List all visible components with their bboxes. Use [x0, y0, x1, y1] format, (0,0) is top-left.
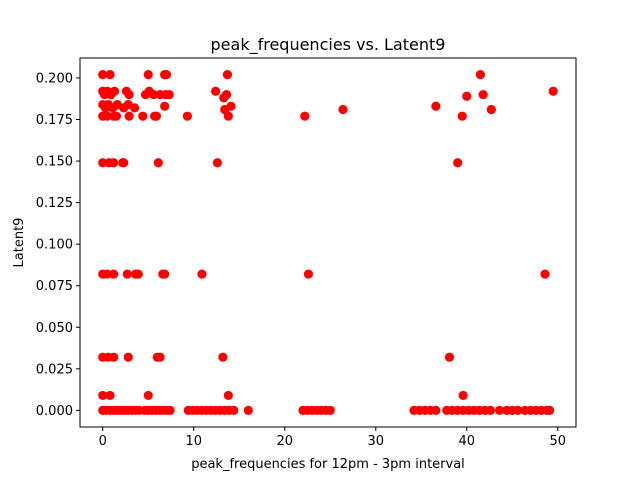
x-tick-label: 40 [459, 434, 476, 449]
data-point [475, 70, 486, 80]
data-point [457, 111, 467, 121]
data-point [303, 269, 314, 279]
data-point [130, 103, 140, 113]
data-point [548, 86, 558, 96]
data-point [161, 70, 172, 80]
data-point [444, 352, 455, 362]
data-point [123, 352, 133, 362]
y-tick-label: 0.025 [36, 362, 73, 377]
data-point [540, 269, 550, 279]
data-point [109, 269, 119, 279]
data-point [109, 352, 119, 362]
data-point [545, 405, 555, 415]
data-point [182, 111, 192, 121]
chart-title: peak_frequencies vs. Latent9 [211, 35, 446, 55]
data-point [226, 101, 236, 111]
x-axis-label: peak_frequencies for 12pm - 3pm interval [191, 457, 465, 472]
data-point [122, 269, 132, 279]
y-axis-label: Latent9 [12, 218, 27, 268]
data-point [143, 70, 153, 80]
data-point [218, 352, 228, 362]
data-point [105, 390, 115, 401]
y-tick-label: 0.100 [36, 238, 73, 253]
data-point [153, 158, 163, 168]
x-tick-label: 0 [99, 434, 107, 449]
plot-frame [79, 57, 577, 428]
y-tick-label: 0.050 [36, 321, 73, 336]
data-point [485, 405, 496, 415]
data-point [151, 111, 162, 121]
data-point [221, 89, 232, 100]
data-point [138, 111, 148, 121]
y-tick-label: 0.175 [36, 113, 73, 128]
data-point [223, 111, 233, 121]
data-point [143, 390, 153, 401]
data-point [222, 70, 233, 80]
y-tick-label: 0.000 [36, 404, 73, 419]
data-point [453, 158, 463, 168]
data-point [462, 91, 472, 101]
data-point [160, 269, 170, 279]
y-tick-label: 0.150 [36, 155, 73, 170]
data-point [109, 86, 120, 96]
data-point [431, 101, 441, 111]
data-point [494, 405, 505, 415]
data-point [119, 158, 129, 168]
data-point [160, 101, 170, 111]
data-point [98, 390, 108, 401]
data-point [325, 405, 335, 415]
data-point [165, 405, 175, 415]
data-point [211, 86, 221, 96]
x-tick-label: 30 [368, 434, 385, 449]
y-axis-ticks: 0.000 0.025 0.050 0.075 0.100 0.125 0.150 0.175… [36, 71, 80, 419]
data-point [124, 111, 134, 121]
data-point [98, 158, 108, 168]
data-point [478, 89, 488, 100]
data-point [223, 390, 233, 401]
data-point [431, 405, 441, 415]
data-point [229, 405, 239, 415]
data-point [513, 405, 523, 415]
data-point [102, 111, 112, 121]
x-tick-label: 20 [276, 434, 293, 449]
data-point [133, 269, 143, 279]
y-tick-label: 0.200 [36, 71, 73, 86]
x-tick-label: 50 [550, 434, 567, 449]
data-point [102, 269, 112, 279]
data-points [98, 70, 558, 415]
data-point [164, 89, 174, 100]
data-point [458, 390, 468, 401]
data-point [486, 104, 496, 115]
data-point [243, 405, 253, 415]
y-tick-label: 0.125 [36, 196, 73, 211]
data-point [197, 269, 207, 279]
x-tick-label: 10 [185, 434, 202, 449]
data-point [300, 111, 310, 121]
data-point [109, 158, 119, 168]
data-point [149, 89, 159, 100]
y-tick-label: 0.075 [36, 279, 73, 294]
data-point [98, 70, 108, 80]
data-point [105, 70, 115, 80]
data-point [124, 89, 134, 100]
data-point [111, 111, 122, 121]
x-axis-ticks: 0 10 20 30 40 50 [99, 427, 566, 449]
data-point [338, 104, 348, 115]
data-point [212, 158, 223, 168]
data-point [155, 352, 165, 362]
